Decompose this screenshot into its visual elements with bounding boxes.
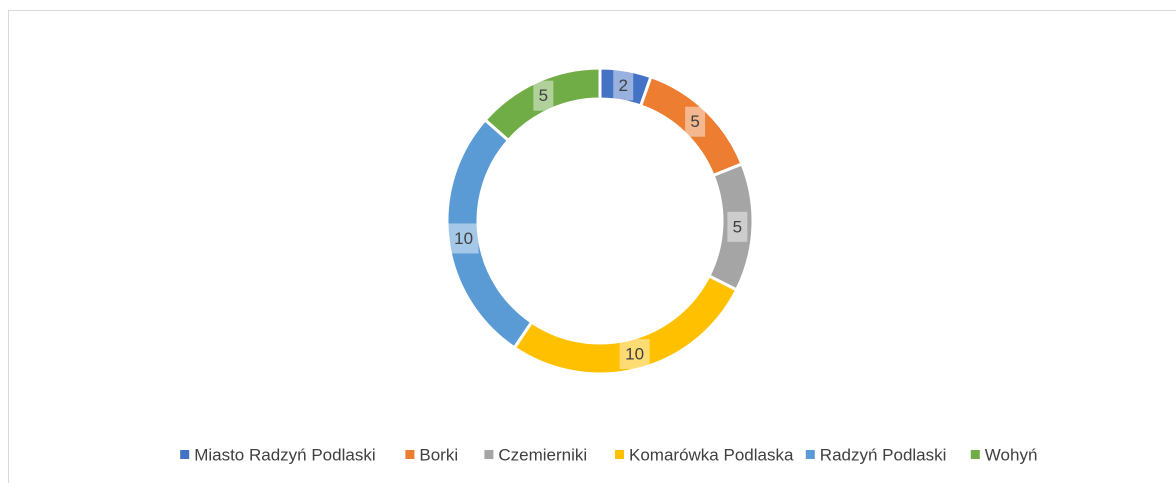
data-label: 10 xyxy=(625,345,644,364)
data-label: 5 xyxy=(690,112,699,131)
legend-label: Czemierniki xyxy=(498,445,587,464)
data-label: 5 xyxy=(733,217,742,236)
legend-swatch xyxy=(405,450,414,459)
legend-swatch xyxy=(806,450,815,459)
data-label: 2 xyxy=(619,76,628,95)
legend-label: Wohyń xyxy=(985,445,1038,464)
legend-label: Miasto Radzyń Podlaski xyxy=(194,445,375,464)
legend-swatch xyxy=(180,450,189,459)
legend-swatch xyxy=(484,450,493,459)
legend-label: Borki xyxy=(419,445,458,464)
data-label: 10 xyxy=(454,229,473,248)
data-label: 5 xyxy=(539,86,548,105)
legend-label: Komarówka Podlaska xyxy=(629,445,794,464)
legend-swatch xyxy=(971,450,980,459)
legend-swatch xyxy=(615,450,624,459)
legend-label: Radzyń Podlaski xyxy=(820,445,947,464)
